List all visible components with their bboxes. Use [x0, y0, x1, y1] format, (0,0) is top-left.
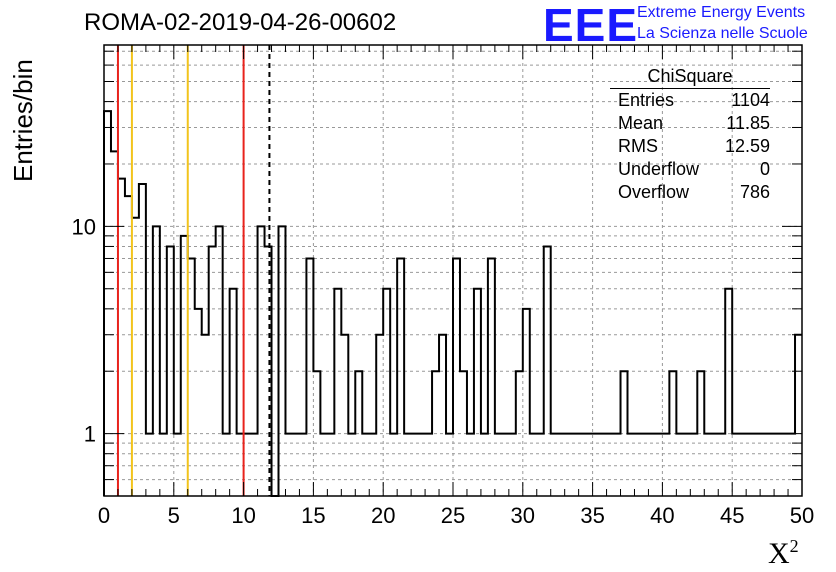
histogram-line — [103, 110, 802, 497]
x-tick-label: 30 — [511, 503, 535, 528]
x-axis-label: X2 — [768, 536, 799, 570]
x-tick-label: 25 — [441, 503, 465, 528]
x-tick-label: 0 — [98, 503, 110, 528]
stats-row-entries: Entries 1104 — [618, 90, 770, 110]
y-axis-label: Entries/bin — [8, 59, 38, 182]
chart-title: ROMA-02-2019-04-26-00602 — [84, 9, 397, 36]
stats-row-overflow: Overflow 786 — [618, 182, 770, 202]
x-tick-label: 45 — [720, 503, 744, 528]
x-tick-label: 35 — [580, 503, 604, 528]
y-tick-label: 1 — [84, 422, 96, 447]
x-tick-label: 20 — [371, 503, 395, 528]
x-tick-label: 10 — [231, 503, 255, 528]
logo-line-2: La Scienza nelle Scuole — [637, 25, 808, 42]
y-tick-label: 10 — [72, 214, 96, 239]
stats-row-mean: Mean 11.85 — [618, 113, 770, 133]
stats-row-rms: RMS 12.59 — [618, 136, 770, 156]
stats-row-underflow: Underflow 0 — [618, 159, 770, 179]
x-tick-label: 5 — [168, 503, 180, 528]
stats-box: ChiSquare Entries 1104 Mean 11.85 RMS 12.59… — [610, 66, 770, 204]
x-tick-label: 15 — [301, 503, 325, 528]
x-tick-label: 50 — [790, 503, 814, 528]
logo-line-1: Extreme Energy Events — [637, 4, 806, 21]
x-tick-label: 40 — [650, 503, 674, 528]
stats-box-title: ChiSquare — [610, 66, 770, 89]
eee-logo: EEE — [543, 0, 639, 51]
